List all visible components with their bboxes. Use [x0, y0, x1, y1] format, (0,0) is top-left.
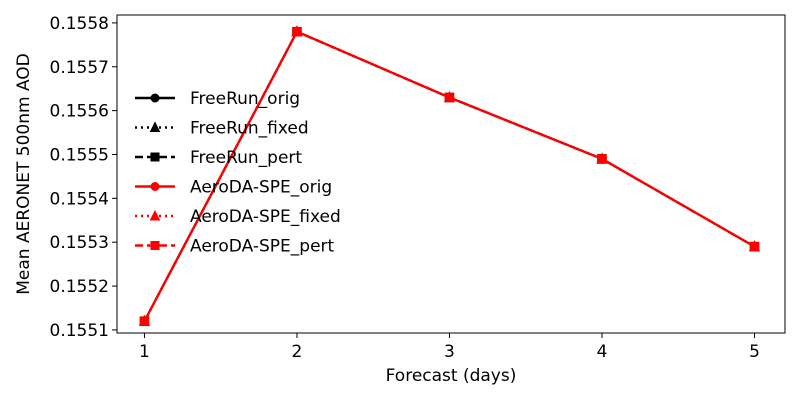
y-axis: 0.1551 0.1552 0.1553 0.1554 0.1555 0.1556 0.15…: [50, 14, 117, 341]
y-tick-label: 0.1556: [50, 102, 109, 122]
y-tick-label: 0.1551: [50, 321, 109, 341]
legend-label: FreeRun_orig: [190, 89, 300, 109]
y-tick-label: 0.1557: [50, 58, 109, 78]
data-point: [597, 154, 607, 164]
legend-label: FreeRun_pert: [190, 148, 302, 168]
y-tick-label: 0.1553: [50, 233, 109, 253]
legend-entry: FreeRun_fixed: [135, 119, 309, 139]
data-point: [139, 316, 150, 326]
legend: FreeRun_orig FreeRun_fixed FreeRun_pert Aer…: [135, 89, 341, 257]
y-tick-label: 0.1558: [50, 14, 109, 34]
legend-label: FreeRun_fixed: [190, 119, 309, 139]
x-axis-label: Forecast (days): [386, 366, 517, 386]
legend-marker: [150, 93, 160, 103]
legend-entry: AeroDA-SPE_fixed: [135, 207, 341, 227]
data-point: [749, 241, 760, 252]
legend-entry: FreeRun_pert: [135, 148, 302, 168]
x-axis: 1 2 3 4 5: [139, 333, 760, 362]
series-layer: [138, 25, 761, 326]
legend-marker: [150, 241, 160, 250]
y-axis-label: Mean AERONET 500nm AOD: [14, 53, 34, 295]
legend-label: AeroDA-SPE_pert: [190, 237, 335, 257]
legend-label: AeroDA-SPE_fixed: [190, 207, 341, 227]
x-tick-label: 5: [749, 342, 760, 362]
x-tick-label: 3: [444, 342, 455, 362]
legend-entry: AeroDA-SPE_pert: [135, 237, 335, 257]
plot-frame: [116, 14, 786, 334]
legend-marker: [149, 209, 161, 221]
y-tick-label: 0.1552: [50, 277, 109, 297]
series-AeroDA-SPE_pert: [139, 26, 760, 326]
y-tick-label: 0.1554: [50, 189, 109, 209]
x-tick-label: 1: [139, 342, 150, 362]
legend-label: AeroDA-SPE_orig: [190, 178, 332, 198]
legend-marker: [149, 121, 161, 132]
data-point: [292, 26, 302, 37]
data-point: [444, 92, 455, 103]
x-tick-label: 4: [597, 342, 608, 362]
legend-marker: [150, 152, 160, 162]
y-tick-label: 0.1555: [50, 145, 109, 165]
legend-marker: [150, 182, 160, 191]
x-tick-label: 2: [292, 342, 303, 362]
legend-entry: AeroDA-SPE_orig: [135, 178, 332, 198]
legend-entry: FreeRun_orig: [135, 89, 300, 109]
